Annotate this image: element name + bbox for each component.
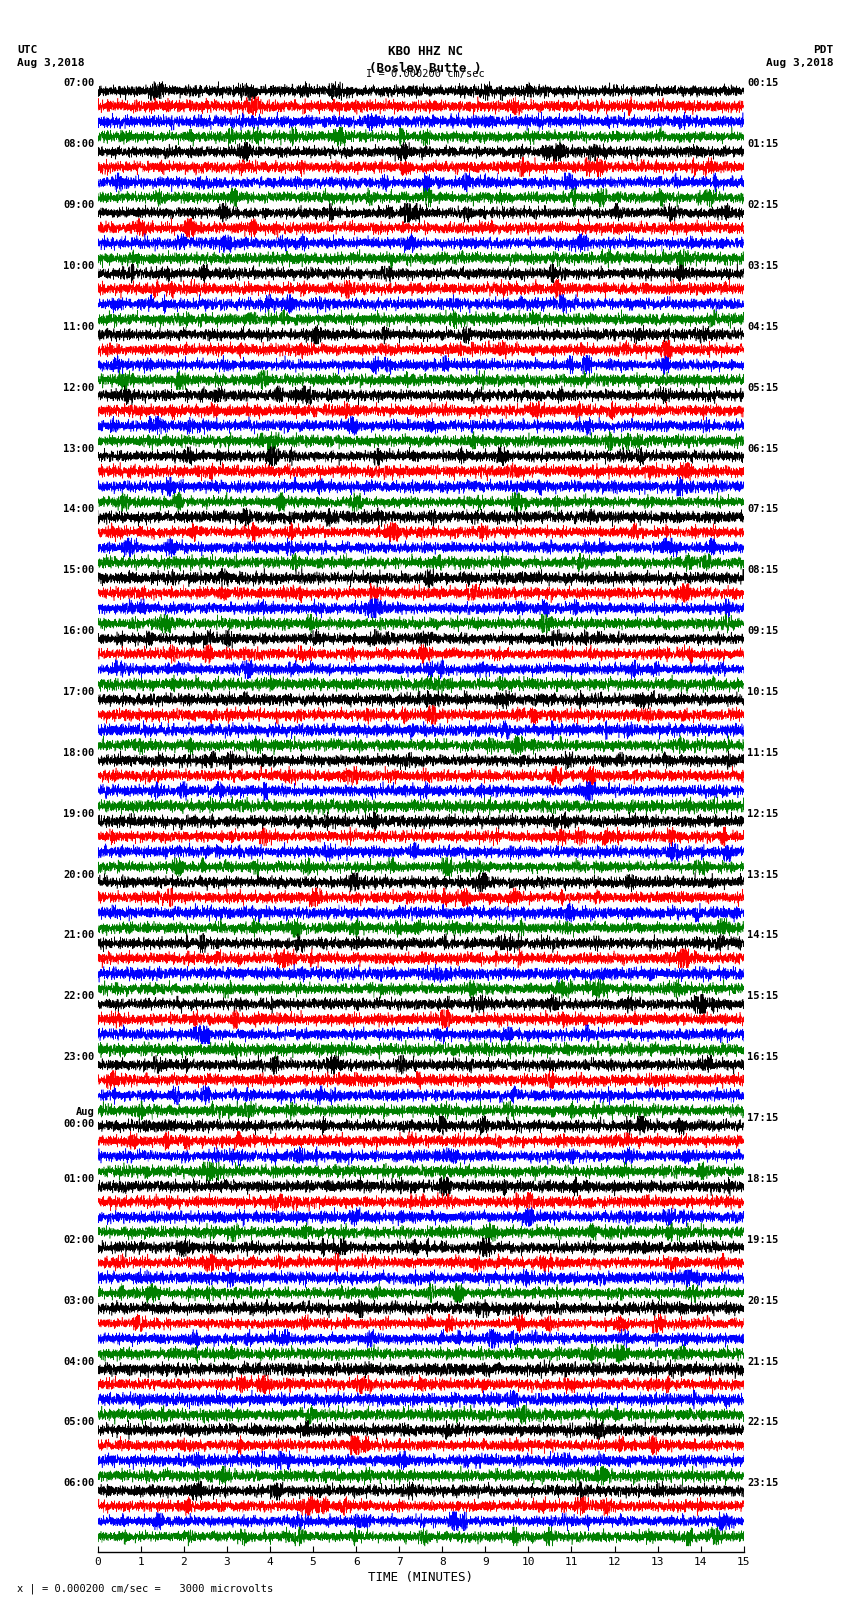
Text: 15:15: 15:15 xyxy=(747,992,779,1002)
Text: 05:15: 05:15 xyxy=(747,382,779,392)
Text: 00:15: 00:15 xyxy=(747,79,779,89)
Text: 01:15: 01:15 xyxy=(747,139,779,150)
Text: 08:15: 08:15 xyxy=(747,565,779,576)
Text: 21:15: 21:15 xyxy=(747,1357,779,1366)
Text: 12:00: 12:00 xyxy=(63,382,94,392)
Text: 19:00: 19:00 xyxy=(63,808,94,819)
Text: 10:00: 10:00 xyxy=(63,261,94,271)
Text: 21:00: 21:00 xyxy=(63,931,94,940)
Text: 23:00: 23:00 xyxy=(63,1052,94,1063)
Text: 23:15: 23:15 xyxy=(747,1478,779,1489)
Text: 02:00: 02:00 xyxy=(63,1236,94,1245)
Text: 06:00: 06:00 xyxy=(63,1478,94,1489)
Text: UTC
Aug 3,2018: UTC Aug 3,2018 xyxy=(17,45,84,68)
Text: 13:15: 13:15 xyxy=(747,869,779,879)
Text: Aug
00:00: Aug 00:00 xyxy=(63,1107,94,1129)
Text: 18:15: 18:15 xyxy=(747,1174,779,1184)
Text: 15:00: 15:00 xyxy=(63,565,94,576)
Text: PDT
Aug 3,2018: PDT Aug 3,2018 xyxy=(766,45,833,68)
Text: 12:15: 12:15 xyxy=(747,808,779,819)
Text: 08:00: 08:00 xyxy=(63,139,94,150)
Text: 11:00: 11:00 xyxy=(63,323,94,332)
Text: 09:15: 09:15 xyxy=(747,626,779,636)
Text: 13:00: 13:00 xyxy=(63,444,94,453)
Text: 22:00: 22:00 xyxy=(63,992,94,1002)
Text: 05:00: 05:00 xyxy=(63,1418,94,1428)
Text: 04:15: 04:15 xyxy=(747,323,779,332)
Text: 03:00: 03:00 xyxy=(63,1295,94,1305)
Text: 20:15: 20:15 xyxy=(747,1295,779,1305)
Text: 04:00: 04:00 xyxy=(63,1357,94,1366)
Text: 16:00: 16:00 xyxy=(63,626,94,636)
Text: 07:15: 07:15 xyxy=(747,505,779,515)
Text: 11:15: 11:15 xyxy=(747,748,779,758)
Text: 01:00: 01:00 xyxy=(63,1174,94,1184)
Text: 17:15: 17:15 xyxy=(747,1113,779,1123)
Text: 07:00: 07:00 xyxy=(63,79,94,89)
Text: 10:15: 10:15 xyxy=(747,687,779,697)
Text: 18:00: 18:00 xyxy=(63,748,94,758)
Text: 22:15: 22:15 xyxy=(747,1418,779,1428)
X-axis label: TIME (MINUTES): TIME (MINUTES) xyxy=(368,1571,473,1584)
Text: 14:00: 14:00 xyxy=(63,505,94,515)
Text: 09:00: 09:00 xyxy=(63,200,94,210)
Text: 03:15: 03:15 xyxy=(747,261,779,271)
Text: 16:15: 16:15 xyxy=(747,1052,779,1063)
Text: 06:15: 06:15 xyxy=(747,444,779,453)
Text: 19:15: 19:15 xyxy=(747,1236,779,1245)
Text: 14:15: 14:15 xyxy=(747,931,779,940)
Text: I = 0.000200 cm/sec: I = 0.000200 cm/sec xyxy=(366,69,484,79)
Text: 17:00: 17:00 xyxy=(63,687,94,697)
Text: 02:15: 02:15 xyxy=(747,200,779,210)
Text: 20:00: 20:00 xyxy=(63,869,94,879)
Text: KBO HHZ NC
(Bosley Butte ): KBO HHZ NC (Bosley Butte ) xyxy=(369,45,481,76)
Text: x | = 0.000200 cm/sec =   3000 microvolts: x | = 0.000200 cm/sec = 3000 microvolts xyxy=(17,1582,273,1594)
